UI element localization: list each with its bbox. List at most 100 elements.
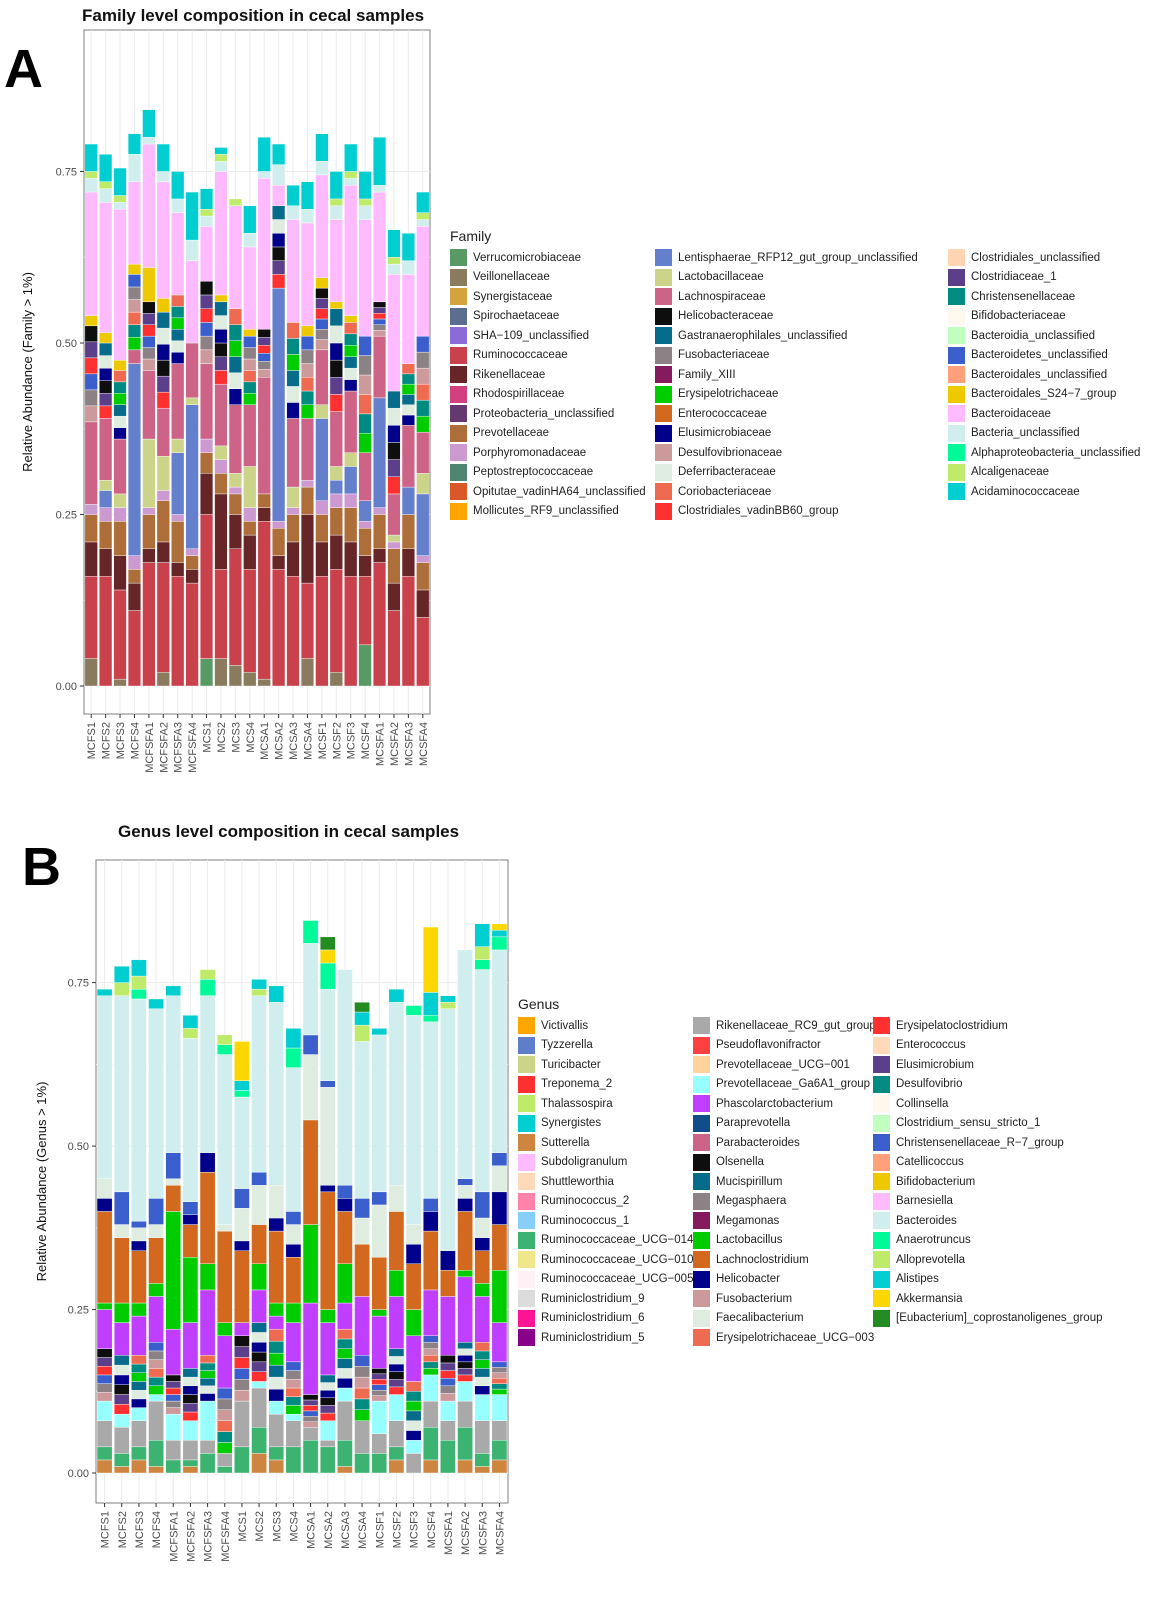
bar-segment-faecalibacterium: [251, 1185, 267, 1225]
legend-swatch: [518, 1095, 535, 1113]
legend-label: Mucispirillum: [716, 1175, 783, 1188]
bar-segment-bacteroides: [251, 995, 267, 1173]
bar-segment-phascolarctobacterium: [388, 1296, 405, 1349]
legend-swatch: [655, 502, 672, 520]
legend-label: Mollicutes_RF9_unclassified: [473, 505, 619, 518]
bar-segment-christensenellaceae-r-7-group: [113, 1191, 130, 1225]
genus-legend: Genus Victivallis Tyzzerella Turicibacter T…: [518, 996, 1133, 1348]
bar-segment-bacteroides: [96, 995, 113, 1179]
x-tick-label: MCSF2: [391, 1511, 403, 1548]
x-tick-label: MCSFA4: [494, 1511, 506, 1555]
bar-segment-other: [199, 1393, 216, 1402]
bar-segment-ruminococcaceae-ucg-014: [457, 1427, 473, 1461]
bar-segment-other: [422, 1361, 439, 1369]
legend-item: Treponema_2: [518, 1075, 693, 1095]
x-tick-label: MCS1: [237, 1511, 249, 1542]
bar-segment-faecalibacterium: [354, 1217, 370, 1245]
legend-label: Prevotellaceae_Ga6A1_group: [716, 1078, 871, 1091]
legend-swatch: [873, 1270, 890, 1288]
legend-label: Desulfovibrio: [896, 1078, 963, 1091]
bar-segment-alloprevotella: [251, 988, 267, 996]
bar-segment-christensenellaceae-r-7-group: [422, 1198, 439, 1212]
x-tick-label: MCFS3: [115, 722, 127, 759]
legend-label: [Eubacterium]_coprostanoligenes_group: [896, 1312, 1103, 1325]
bar-segment-faecalibacterium: [388, 1185, 405, 1212]
x-tick-label: MCSFA2: [389, 722, 401, 766]
bar-segment-alloprevotella: [474, 946, 491, 960]
legend-label: Akkermansia: [896, 1292, 963, 1305]
bar-segment-other: [182, 1411, 199, 1421]
bar-segment-acidaminococcaceae: [243, 205, 257, 234]
bar-segment-bacteroides: [182, 1037, 199, 1202]
legend-label: Ruminococcaceae_UCG−010: [541, 1253, 694, 1266]
legend-item: Helicobacteraceae: [655, 307, 948, 327]
bar-segment-rikenellaceae-rc9-gut-group: [251, 1387, 267, 1428]
bar-segment-christensenellaceae-r-7-group: [457, 1178, 473, 1186]
legend-label: Desulfovibrionaceae: [678, 446, 783, 459]
bar-segment-christensenellaceae-r-7-group: [251, 1172, 267, 1186]
bar-segment-phascolarctobacterium: [148, 1296, 164, 1343]
legend-item: Rikenellaceae: [450, 365, 655, 385]
bar-segment-lachnoclostridium: [422, 1230, 439, 1291]
legend-item: Acidaminococcaceae: [948, 482, 1148, 502]
bar-segment-other: [440, 1393, 456, 1402]
bar-segment-akkermansia: [422, 926, 439, 993]
bar-segment-faecalibacterium: [96, 1178, 113, 1199]
legend-item: Paraprevotella: [693, 1114, 873, 1134]
x-tick-label: MCSF4: [426, 1511, 438, 1548]
legend-item: Anaerotruncus: [873, 1231, 1133, 1251]
bar-segment-other: [182, 1394, 199, 1404]
legend-swatch: [873, 1212, 890, 1230]
bar-segment-alistipes: [440, 995, 456, 1003]
legend-item: Alloprevotella: [873, 1250, 1133, 1270]
bar-segment-other: [491, 1367, 508, 1373]
legend-label: Ruminiclostridium_5: [541, 1331, 645, 1344]
legend-label: Prevotellaceae_UCG−001: [716, 1058, 850, 1071]
bar-segment-phascolarctobacterium: [268, 1315, 285, 1330]
bar-segment-other: [371, 1379, 388, 1385]
bar-segment-phascolarctobacterium: [216, 1335, 233, 1389]
legend-swatch: [518, 1329, 535, 1347]
bar-segment-other: [491, 1372, 508, 1379]
bar-segment-other: [199, 1377, 216, 1387]
legend-item: Elusimicrobiaceae: [655, 424, 948, 444]
bar-segment-other: [148, 1385, 164, 1395]
bar-segment-alistipes: [491, 930, 508, 938]
bar-segment-other: [148, 1359, 164, 1369]
bar-segment-other: [388, 1386, 405, 1395]
bar-segment-bacteroides: [388, 1002, 405, 1186]
legend-item: Lachnoclostridium: [693, 1250, 873, 1270]
bar-segment-other: [474, 1359, 491, 1369]
bar-segment-lactobacillus: [337, 1263, 353, 1304]
legend-swatch: [655, 463, 672, 481]
legend-swatch: [450, 405, 467, 423]
family-legend: Family Verrucomicrobiaceae Veillonellacea…: [450, 228, 1148, 521]
bar-segment-bacteroides: [319, 988, 336, 1081]
x-tick-label: MCSFA2: [460, 1511, 472, 1555]
legend-column: Rikenellaceae_RC9_gut_group Pseudoflavoni…: [693, 1016, 876, 1348]
bar-segment-faecalibacterium: [319, 1087, 336, 1186]
bar-segment-alistipes: [422, 992, 439, 1016]
bar-segment-other: [354, 1387, 370, 1400]
bar-segment-ruminococcaceae-ucg-014: [216, 1466, 233, 1474]
bar-segment-faecalibacterium: [148, 1224, 164, 1238]
bar-segment-phascolarctobacterium: [285, 1322, 302, 1363]
bar-segment-lachnoclostridium: [302, 1119, 319, 1225]
bar-segment-prevotellaceae-ga6a1-group: [182, 1420, 199, 1441]
bar-segment-phascolarctobacterium: [457, 1276, 473, 1343]
bar-segment-sutterella: [457, 1459, 473, 1474]
bar-segment-other: [302, 1416, 319, 1422]
bar-segment--eubacterium-coprostanoligenes-group: [354, 1002, 370, 1013]
bar-segment-other: [216, 1431, 233, 1443]
y-axis-label: Relative Abundance (Genus > 1%): [34, 1082, 49, 1282]
legend-label: Elusimicrobiaceae: [678, 427, 772, 440]
bar-segment-other: [113, 1384, 130, 1395]
bar-segment-other: [165, 1394, 182, 1402]
chart-title-family: Family level composition in cecal sample…: [82, 6, 425, 25]
bar-segment-alistipes: [131, 959, 147, 977]
legend-item: Rhodospirillaceae: [450, 385, 655, 405]
bar-segment-other: [388, 1363, 405, 1372]
bar-segment-other: [165, 1387, 182, 1395]
bar-segment-phascolarctobacterium: [165, 1328, 182, 1376]
legend-item: Clostridium_sensu_stricto_1: [873, 1114, 1133, 1134]
